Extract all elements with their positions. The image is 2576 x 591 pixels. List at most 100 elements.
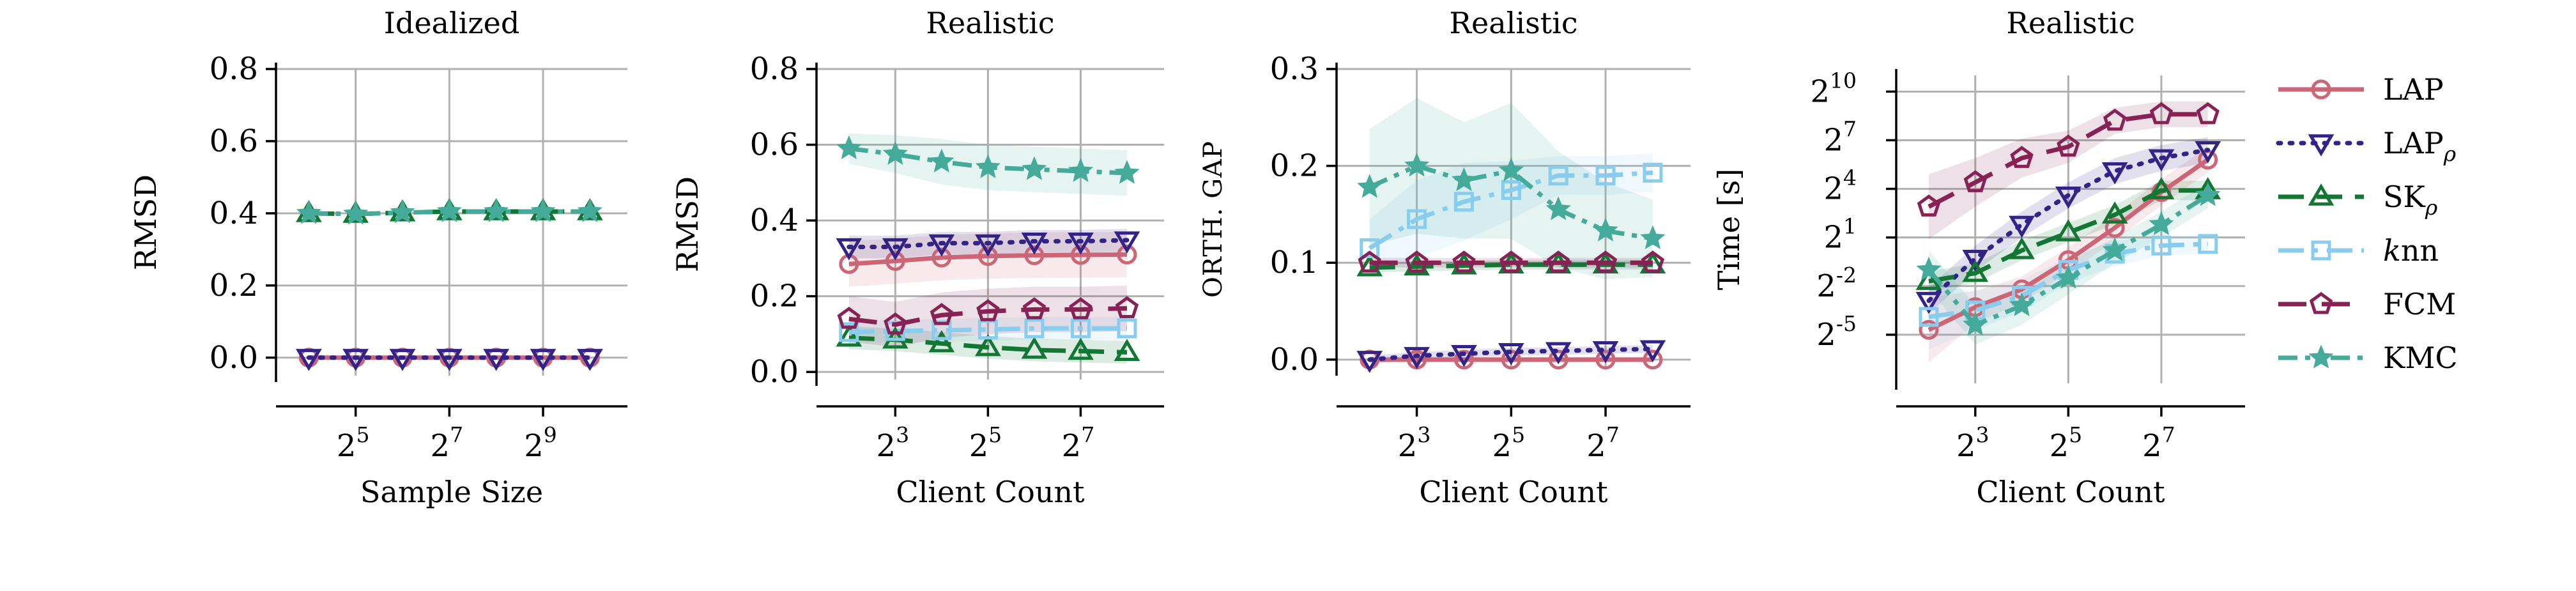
band-knn [848,317,1127,344]
data-point-SK_rho [928,330,955,353]
data-point-KMC [2055,265,2081,289]
data-point-KMC [1545,196,1571,220]
data-point-FCM [1593,250,1618,273]
series-LAP_rho [295,349,603,371]
data-point-KMC [1357,174,1383,198]
band-LAP_rho [1369,345,1653,364]
data-point-SK_rho [836,324,862,347]
series-line-LAP_rho [847,238,1130,250]
y-tick-label: 0.0 [210,340,258,376]
panel-2: Realistic 0.0 0.2 0.4 0.6 0.8 23 25 27 Client Cou… [670,6,1164,509]
data-point-KMC [436,198,462,222]
data-point-FCM [1963,170,1987,192]
data-point-KMC [929,148,954,173]
y-tick-label: 0.6 [750,127,799,163]
data-point-knn [1595,165,1616,186]
data-point-SK_rho [1962,259,1989,282]
data-point-LAP_rho [2055,187,2082,209]
data-point-FCM [1452,250,1476,273]
legend-entry-FCM: FCM [2278,287,2456,321]
data-point-LAP_rho [1915,291,1942,314]
data-point-LAP_rho [530,349,556,371]
y-tick-label: 0.8 [750,51,799,87]
data-point-FCM [1547,250,1570,273]
series-line-knn [848,326,1127,335]
data-point-LAP_rho [1451,345,1477,367]
data-point-SK_rho [1356,254,1383,277]
data-point-FCM [1917,194,1941,217]
data-point-FCM [1499,250,1523,273]
data-point-LAP_rho [928,234,955,257]
series-LAP_rho [836,231,1140,261]
legend-marker [2308,183,2334,206]
data-point-LAP_rho [389,349,416,371]
data-point-KMC [1114,160,1140,184]
series-line-knn [1368,170,1653,250]
data-point-KMC [343,201,369,225]
data-point-knn [1070,318,1091,339]
data-point-SK_rho [2055,219,2082,242]
panel-title: Realistic [1449,6,1577,40]
data-point-knn [1117,318,1137,339]
data-point-SK_rho [1021,336,1048,359]
data-point-LAP [1024,245,1045,266]
x-tick-label: 25 [2050,422,2083,464]
panel-title: Realistic [2006,6,2135,40]
data-point-SK_rho [974,334,1001,357]
data-point-KMC [1963,312,1988,336]
data-point-LAP_rho [436,349,463,371]
data-point-KMC [836,135,862,160]
data-point-LAP_rho [2148,149,2175,172]
series-KMC [1916,182,2221,336]
data-point-LAP_rho [1498,343,1524,365]
data-point-SK_rho [1068,337,1094,360]
x-tick-label: 25 [969,422,1002,464]
y-tick-label: 0.2 [750,279,799,314]
data-point-FCM [837,307,861,329]
legend-label: LAPρ [2383,126,2457,166]
x-axis-label: Sample Size [360,475,543,509]
y-tick-label: 0.2 [1270,148,1319,184]
x-axis-label: Client Count [896,475,1085,509]
x-tick-label: 23 [877,422,910,464]
series-line-SK_rho [1928,188,2208,284]
data-point-SK_rho [1404,253,1430,275]
data-point-LAP_rho [836,238,862,261]
x-axis-label: Client Count [1976,475,2165,509]
y-axis-label: RMSD [128,174,163,270]
series-KMC [836,135,1140,184]
data-point-LAP_rho [1068,232,1094,255]
legend: LAP LAPρ SKρ knn FCM KMC [2276,72,2458,375]
data-point-FCM [2010,146,2034,168]
data-point-LAP [1643,349,1663,370]
series-FCM [1917,102,2220,217]
data-point-KMC [1022,156,1047,180]
data-point-knn [1407,209,1427,229]
data-point-FCM [884,312,907,335]
data-point-SK_rho [1114,339,1140,362]
y-tick-label: 24 [1823,165,1857,207]
data-point-LAP_rho [1962,249,1989,272]
band-knn [1369,153,1653,277]
y-tick-label: 21 [1823,214,1857,256]
x-tick-label: 25 [1492,422,1526,464]
data-point-knn [1919,307,1939,327]
data-point-LAP_rho [342,349,369,371]
data-point-LAP_rho [2009,215,2035,238]
data-point-KMC [390,199,415,224]
panel-title: Idealized [384,6,520,40]
data-point-KMC [484,198,509,222]
y-tick-label: 210 [1810,68,1857,109]
data-point-LAP [1117,244,1137,265]
series-line-LAP_rho [1367,346,1655,362]
x-tick-label: 27 [2142,422,2175,464]
data-point-knn [1024,318,1045,339]
data-point-LAP_rho [882,238,908,261]
y-tick-label: 2-2 [1816,263,1857,304]
legend-label: SKρ [2383,180,2438,220]
data-point-KMC [2009,292,2035,316]
data-point-LAP_rho [974,234,1001,257]
series-knn [1360,162,1663,258]
data-point-KMC [882,141,908,165]
data-point-knn [1548,165,1568,186]
